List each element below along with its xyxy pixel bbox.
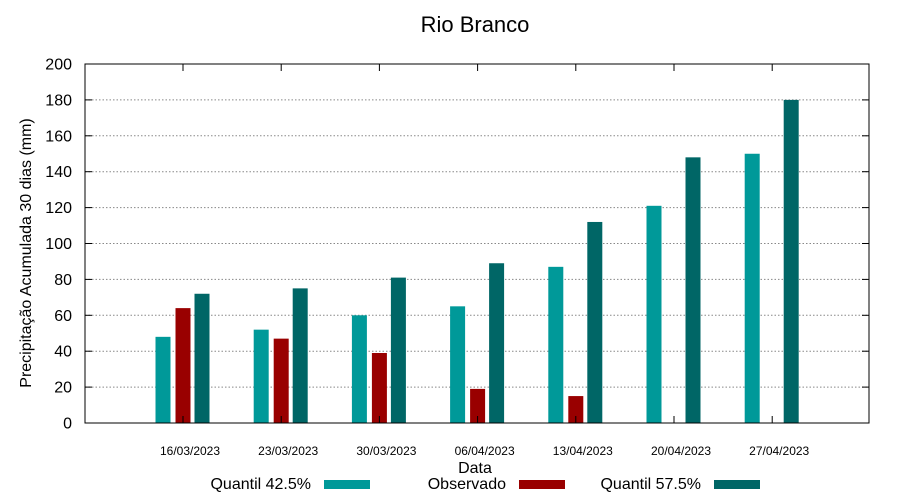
x-tick-label: 06/04/2023: [455, 444, 515, 458]
y-tick-label: 40: [54, 344, 72, 361]
bar: [194, 293, 210, 423]
legend-label: Observado: [428, 476, 506, 493]
x-tick-label: 27/04/2023: [749, 444, 809, 458]
bar: [783, 99, 799, 424]
grid: [85, 99, 869, 388]
y-tick-label: 120: [45, 200, 72, 217]
legend: Quantil 42.5% Observado Quantil 57.5%: [210, 476, 760, 493]
legend-swatch: [324, 480, 370, 489]
bar: [646, 205, 662, 423]
bar: [548, 266, 564, 423]
bar: [390, 277, 406, 423]
y-tick-label: 80: [54, 272, 72, 289]
y-tick-label: 60: [54, 308, 72, 325]
bars: [155, 99, 799, 424]
y-tick-label: 180: [45, 92, 72, 109]
bar: [351, 315, 367, 423]
bar: [470, 388, 486, 423]
x-tick-label: 23/03/2023: [258, 444, 318, 458]
y-tick-label: 0: [63, 416, 72, 433]
y-axis: 0 20 40 60 80 100 120 140 160 180 200: [45, 57, 869, 433]
bar: [371, 352, 387, 423]
x-tick-label: 13/04/2023: [553, 444, 613, 458]
y-tick-label: 160: [45, 128, 72, 145]
bar: [450, 306, 466, 423]
legend-label: Quantil 57.5%: [600, 476, 701, 493]
bar: [568, 396, 584, 423]
y-axis-label: Precipitação Acumulada 30 dias (mm): [18, 118, 35, 387]
legend-label: Quantil 42.5%: [210, 476, 311, 493]
x-axis-label: Data: [458, 460, 492, 477]
bar: [273, 338, 289, 423]
bar: [292, 288, 308, 423]
chart-title: Rio Branco: [421, 12, 530, 37]
bar: [489, 263, 505, 423]
bar: [685, 157, 701, 423]
y-tick-label: 140: [45, 164, 72, 181]
bar: [175, 308, 191, 423]
legend-swatch: [714, 480, 760, 489]
x-tick-label: 30/03/2023: [356, 444, 416, 458]
x-tick-label: 16/03/2023: [160, 444, 220, 458]
x-tick-label: 20/04/2023: [651, 444, 711, 458]
legend-swatch: [519, 480, 565, 489]
bar: [253, 329, 269, 423]
y-tick-label: 200: [45, 57, 72, 74]
bar: [155, 336, 171, 423]
y-tick-label: 100: [45, 236, 72, 253]
y-tick-label: 20: [54, 380, 72, 397]
bar: [744, 153, 760, 423]
bar: [587, 221, 603, 423]
x-axis: 16/03/2023 23/03/2023 30/03/2023 06/04/2023…: [160, 64, 810, 458]
